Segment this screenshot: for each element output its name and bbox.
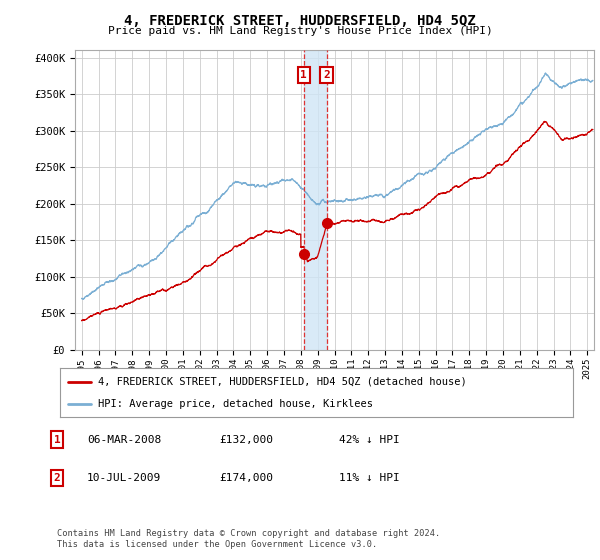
Text: 10-JUL-2009: 10-JUL-2009 xyxy=(87,473,161,483)
Text: HPI: Average price, detached house, Kirklees: HPI: Average price, detached house, Kirk… xyxy=(98,399,373,409)
Text: 06-MAR-2008: 06-MAR-2008 xyxy=(87,435,161,445)
Text: 42% ↓ HPI: 42% ↓ HPI xyxy=(339,435,400,445)
Text: 4, FREDERICK STREET, HUDDERSFIELD, HD4 5QZ: 4, FREDERICK STREET, HUDDERSFIELD, HD4 5… xyxy=(124,14,476,28)
Text: £132,000: £132,000 xyxy=(219,435,273,445)
Text: 2: 2 xyxy=(53,473,61,483)
Text: Price paid vs. HM Land Registry's House Price Index (HPI): Price paid vs. HM Land Registry's House … xyxy=(107,26,493,36)
Text: 2: 2 xyxy=(323,70,330,80)
Text: 4, FREDERICK STREET, HUDDERSFIELD, HD4 5QZ (detached house): 4, FREDERICK STREET, HUDDERSFIELD, HD4 5… xyxy=(98,377,467,386)
Bar xyxy=(304,50,326,350)
Text: £174,000: £174,000 xyxy=(219,473,273,483)
Text: 1: 1 xyxy=(53,435,61,445)
Text: 11% ↓ HPI: 11% ↓ HPI xyxy=(339,473,400,483)
Text: 1: 1 xyxy=(301,70,307,80)
Text: Contains HM Land Registry data © Crown copyright and database right 2024.
This d: Contains HM Land Registry data © Crown c… xyxy=(57,529,440,549)
